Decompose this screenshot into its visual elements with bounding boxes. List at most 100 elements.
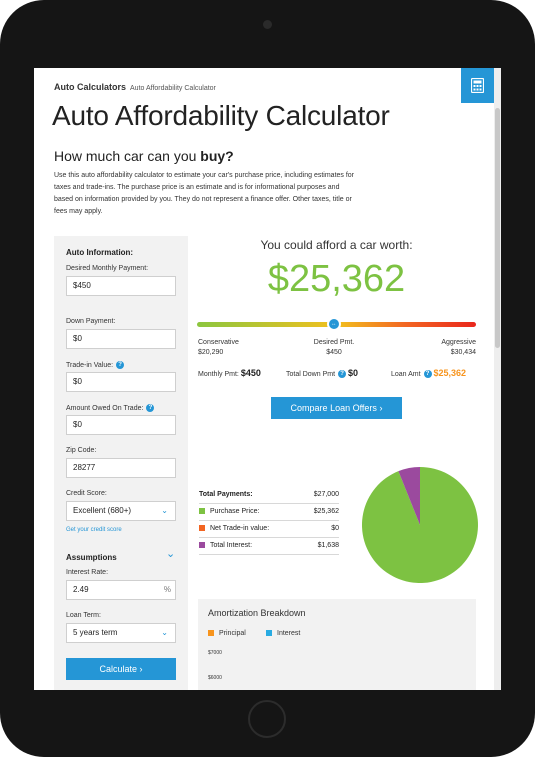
amount-owed-input[interactable]: $0 bbox=[66, 415, 176, 435]
help-icon[interactable]: ? bbox=[116, 361, 125, 369]
legend-interest-label: Interest bbox=[277, 630, 301, 637]
net-trade-in-value: $0 bbox=[331, 525, 339, 532]
credit-score-value: Excellent (680+) bbox=[73, 506, 132, 515]
chevron-down-icon: ⌄ bbox=[161, 628, 168, 637]
calculator-icon bbox=[471, 78, 484, 93]
calculator-page: Auto Calculators Auto Affordability Calcu… bbox=[34, 68, 494, 690]
amount-owed-label-text: Amount Owed On Trade: bbox=[66, 404, 144, 412]
legend-principal-label: Principal bbox=[219, 630, 246, 637]
help-icon[interactable]: ? bbox=[423, 370, 432, 379]
assumptions-collapse-icon[interactable]: ⌄ bbox=[166, 548, 176, 560]
home-button[interactable] bbox=[248, 700, 286, 738]
monthly-payment-label: Desired Monthly Payment: bbox=[66, 265, 149, 272]
drag-arrows-icon: ↔ bbox=[331, 321, 337, 327]
subhead-emphasis: buy? bbox=[200, 148, 234, 164]
totals-header-row: Total Payments: $27,000 bbox=[199, 487, 339, 504]
scale-aggressive-value: $30,434 bbox=[450, 349, 476, 356]
calculate-label: Calculate bbox=[99, 664, 137, 674]
payment-pie-chart bbox=[361, 467, 478, 583]
breadcrumb-section[interactable]: Auto Calculators bbox=[54, 82, 127, 92]
down-summary-label: Total Down Pmt bbox=[286, 371, 336, 378]
down-payment-input[interactable]: $0 bbox=[66, 329, 176, 349]
amortization-title: Amortization Breakdown bbox=[208, 608, 306, 618]
legend-principal: Principal bbox=[208, 630, 246, 637]
scrollbar[interactable] bbox=[494, 68, 501, 690]
trade-in-label: Trade-in Value:? bbox=[66, 361, 125, 369]
input-panel: Auto Information: Desired Monthly Paymen… bbox=[54, 236, 188, 690]
amortization-panel: Amortization Breakdown Principal Interes… bbox=[198, 599, 476, 690]
down-summary-value: $0 bbox=[347, 368, 358, 378]
loan-summary-label: Loan Amt bbox=[391, 371, 421, 378]
down-payment-label: Down Payment: bbox=[66, 318, 116, 325]
screen: Auto Calculators Auto Affordability Calcu… bbox=[34, 68, 501, 690]
zip-input[interactable]: 28277 bbox=[66, 458, 176, 478]
interest-rate-label: Interest Rate: bbox=[66, 569, 109, 576]
legend-swatch bbox=[199, 542, 205, 549]
scale-desired-value: $450 bbox=[326, 349, 342, 356]
totals-row-label: Purchase Price: bbox=[199, 504, 259, 520]
purchase-price-label: Purchase Price: bbox=[210, 508, 260, 515]
compare-label: Compare Loan Offers bbox=[290, 403, 377, 413]
interest-rate-value: 2.49 bbox=[73, 585, 89, 594]
compare-loan-offers-button[interactable]: Compare Loan Offers › bbox=[271, 397, 402, 419]
monthly-payment-input[interactable]: $450 bbox=[66, 276, 176, 296]
front-camera bbox=[263, 20, 272, 29]
chevron-right-icon: › bbox=[139, 664, 143, 674]
help-icon[interactable]: ? bbox=[338, 370, 347, 379]
pie-slice-purchase-price bbox=[361, 467, 478, 583]
zip-label: Zip Code: bbox=[66, 447, 97, 454]
page-title: Auto Affordability Calculator bbox=[52, 100, 390, 131]
description: Use this auto affordability calculator t… bbox=[54, 172, 355, 215]
totals-row: Total Interest: $1,638 bbox=[199, 538, 339, 555]
monthly-summary-label: Monthly Pmt: bbox=[198, 371, 239, 378]
interest-rate-input[interactable]: 2.49 % bbox=[66, 580, 176, 600]
chevron-right-icon: › bbox=[379, 403, 383, 413]
subhead-lead: How much car can you bbox=[54, 148, 201, 164]
page-subheading: How much car can you buy? bbox=[54, 148, 234, 164]
calculator-menu-button[interactable] bbox=[461, 68, 494, 103]
scrollbar-thumb[interactable] bbox=[495, 108, 500, 348]
slider-handle[interactable] bbox=[326, 317, 341, 331]
auto-info-title: Auto Information: bbox=[66, 248, 134, 257]
scale-desired-label: Desired Pmt. bbox=[313, 339, 355, 346]
scale-conservative-label: Conservative bbox=[198, 339, 239, 346]
credit-score-select[interactable]: Excellent (680+) ⌄ bbox=[66, 501, 176, 521]
totals-header-value: $27,000 bbox=[313, 491, 339, 498]
loan-term-label: Loan Term: bbox=[66, 612, 101, 619]
loan-term-value: 5 years term bbox=[73, 628, 118, 637]
amount-owed-label: Amount Owed On Trade:? bbox=[66, 404, 155, 412]
loan-amount-summary: Loan Amt? $25,362 bbox=[391, 368, 467, 379]
scale-desired: Desired Pmt. $450 bbox=[304, 338, 364, 358]
breadcrumb-current: Auto Affordability Calculator bbox=[130, 85, 216, 92]
legend-swatch bbox=[199, 525, 205, 532]
scale-aggressive: Aggressive $30,434 bbox=[414, 338, 476, 358]
total-interest-value: $1,638 bbox=[317, 542, 339, 549]
monthly-payment-summary: Monthly Pmt: $450 bbox=[198, 368, 261, 378]
loan-term-select[interactable]: 5 years term ⌄ bbox=[66, 623, 176, 643]
trade-in-label-text: Trade-in Value: bbox=[66, 361, 114, 369]
credit-score-link[interactable]: Get your credit score bbox=[66, 527, 122, 533]
purchase-price-value: $25,362 bbox=[313, 508, 339, 515]
net-trade-in-label: Net Trade-in value: bbox=[210, 525, 270, 532]
y-tick-label: $6000 bbox=[208, 675, 222, 681]
total-interest-label: Total Interest: bbox=[210, 542, 253, 549]
totals-row: Net Trade-in value: $0 bbox=[199, 521, 339, 538]
trade-in-input[interactable]: $0 bbox=[66, 372, 176, 392]
help-icon[interactable]: ? bbox=[146, 404, 155, 412]
scale-conservative: Conservative $20,290 bbox=[198, 338, 239, 358]
scale-conservative-value: $20,290 bbox=[198, 349, 224, 356]
legend-swatch bbox=[266, 630, 272, 637]
loan-summary-value: $25,362 bbox=[433, 368, 467, 378]
calculate-button[interactable]: Calculate › bbox=[66, 658, 176, 680]
totals-row-label: Total Interest: bbox=[199, 538, 252, 554]
totals-row: Purchase Price: $25,362 bbox=[199, 504, 339, 521]
totals-header-label: Total Payments: bbox=[199, 491, 253, 498]
totals-row-label: Net Trade-in value: bbox=[199, 521, 269, 537]
scale-aggressive-label: Aggressive bbox=[441, 339, 476, 346]
monthly-summary-value: $450 bbox=[240, 368, 261, 378]
legend-swatch bbox=[208, 630, 214, 637]
legend-swatch bbox=[199, 508, 205, 515]
pie-slice-total-interest bbox=[398, 467, 420, 525]
percent-unit: % bbox=[163, 585, 171, 594]
